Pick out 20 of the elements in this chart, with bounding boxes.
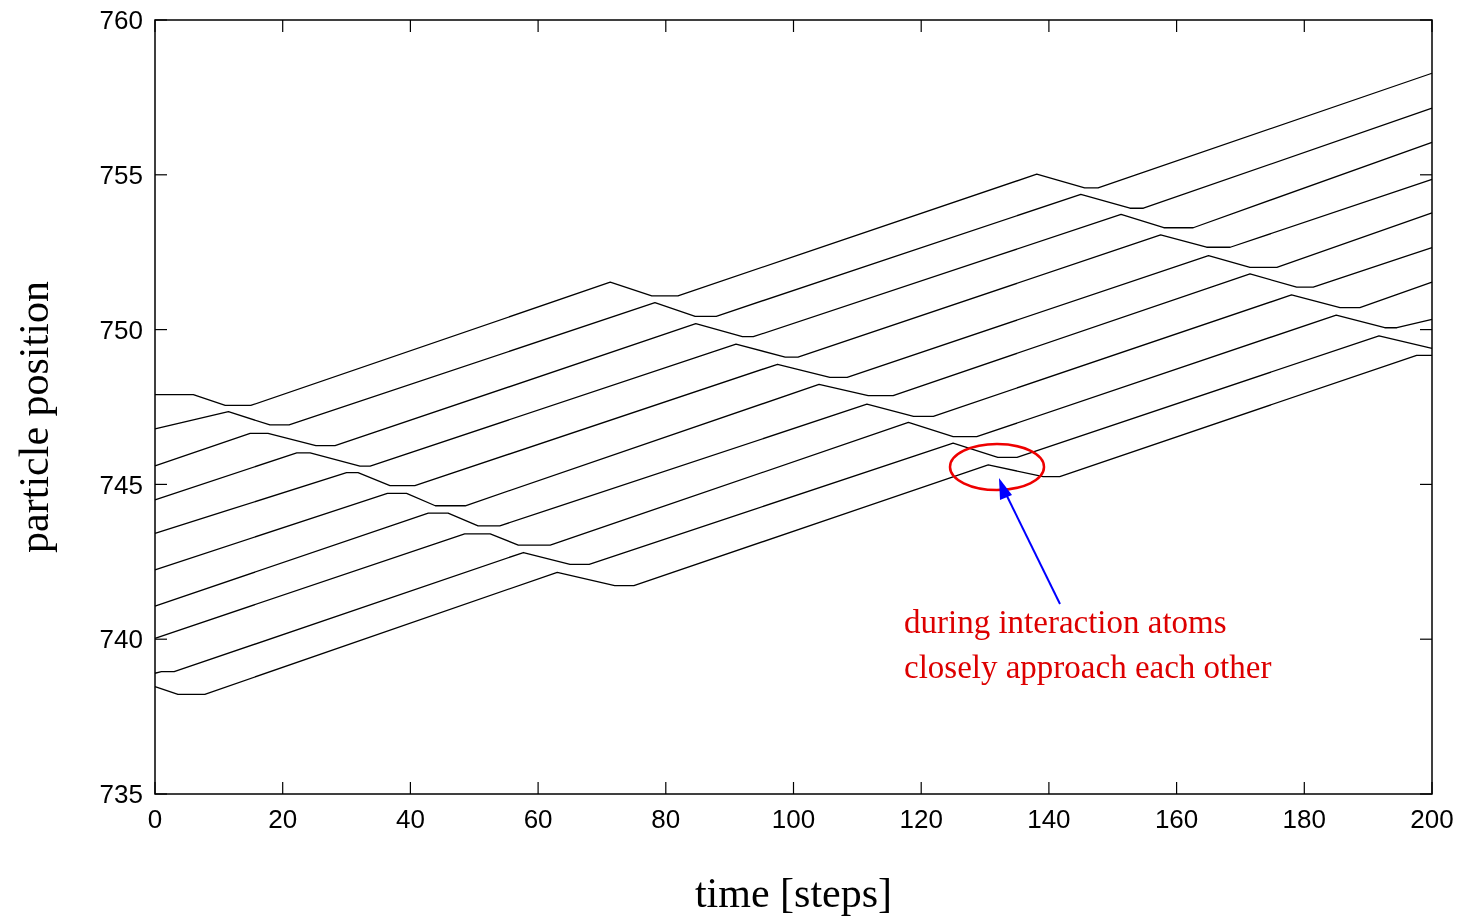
x-axis-title: time [steps] <box>694 870 893 916</box>
y-tick-label: 755 <box>99 159 143 190</box>
y-tick-label: 760 <box>99 5 143 36</box>
x-tick-label: 180 <box>1282 804 1326 834</box>
y-tick-label: 745 <box>99 469 143 500</box>
x-tick-label: 200 <box>1410 804 1454 834</box>
x-tick-label: 80 <box>651 804 681 834</box>
y-tick-label: 750 <box>99 314 143 345</box>
y-tick-label: 735 <box>99 779 143 810</box>
y-tick-label: 740 <box>99 624 143 655</box>
y-axis-title: particle position <box>11 281 57 553</box>
x-tick-label: 120 <box>899 804 943 834</box>
x-tick-label: 0 <box>147 804 163 834</box>
annotation: during interaction atoms closely approach each other <box>904 604 1272 685</box>
x-tick-label: 160 <box>1154 804 1199 834</box>
x-tick-label: 140 <box>1027 804 1071 834</box>
x-tick-label: 20 <box>268 804 298 834</box>
x-tick-label: 60 <box>523 804 553 834</box>
x-tick-label: 40 <box>395 804 425 834</box>
x-tick-label: 100 <box>771 804 816 834</box>
